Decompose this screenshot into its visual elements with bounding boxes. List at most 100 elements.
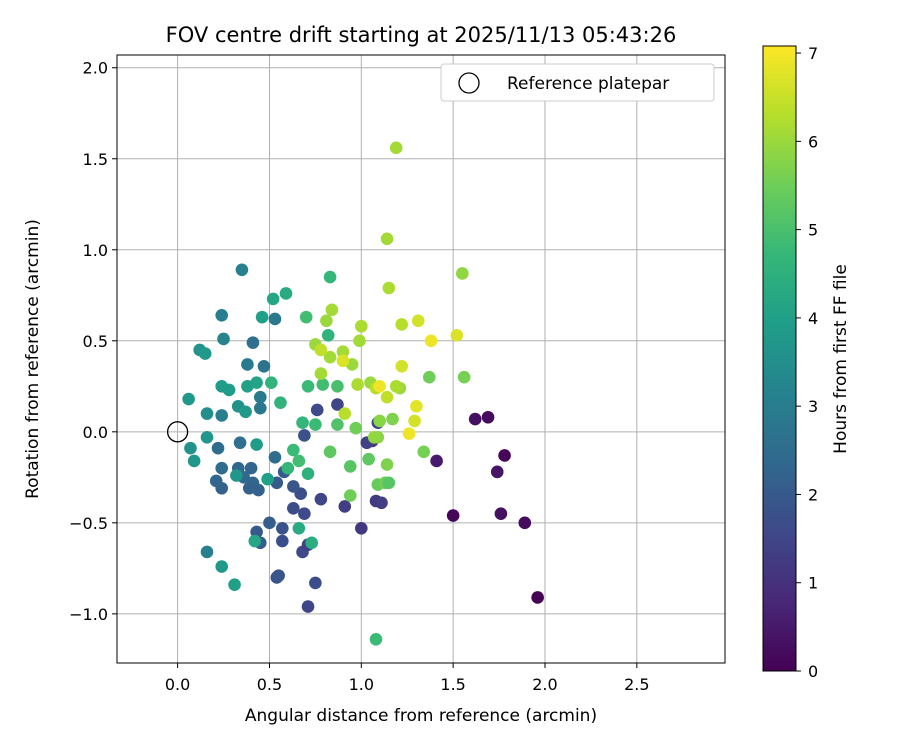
data-point — [395, 359, 409, 373]
data-point — [233, 436, 247, 450]
data-point — [215, 461, 229, 475]
data-point — [314, 343, 328, 357]
data-point — [494, 507, 508, 521]
data-point — [310, 403, 324, 417]
data-point — [325, 303, 339, 317]
data-point — [228, 578, 241, 592]
data-point — [386, 412, 399, 426]
colorbar-tick-label: 5 — [808, 221, 818, 240]
data-point — [276, 534, 289, 548]
data-point — [343, 460, 357, 473]
data-point — [301, 467, 315, 480]
x-tick-label: 1.5 — [440, 675, 465, 694]
data-point — [375, 496, 388, 510]
data-point — [261, 472, 274, 486]
x-tick-label: 0.0 — [165, 675, 190, 694]
x-tick-label: 1.0 — [349, 675, 374, 694]
data-point — [255, 310, 269, 324]
data-point — [217, 332, 230, 346]
data-point — [235, 263, 249, 277]
data-point — [331, 380, 344, 393]
data-point — [450, 329, 464, 342]
data-point — [298, 429, 311, 442]
reference-platepar-marker — [166, 421, 189, 443]
data-point — [242, 481, 256, 495]
data-point — [250, 438, 263, 451]
data-point — [362, 452, 375, 466]
colorbar-ticks: 0 1 2 3 4 5 6 7 — [796, 44, 818, 681]
data-point — [382, 476, 396, 490]
data-point — [274, 396, 287, 409]
data-point — [264, 376, 278, 389]
data-point — [266, 292, 280, 306]
colorbar-tick-label: 0 — [808, 662, 818, 681]
data-point — [200, 407, 214, 420]
data-point — [314, 367, 328, 380]
x-axis-ticks: 0.0 0.5 1.0 1.5 2.0 2.5 — [165, 663, 650, 694]
colorbar-tick-label: 4 — [808, 309, 818, 328]
data-point — [187, 454, 201, 468]
data-point — [246, 336, 260, 349]
data-point — [355, 319, 368, 333]
data-point — [250, 376, 263, 389]
data-point — [184, 441, 197, 455]
data-point — [239, 405, 252, 419]
data-point — [417, 445, 431, 459]
data-point — [456, 267, 469, 280]
data-point — [490, 465, 504, 479]
data-point — [182, 392, 195, 406]
y-axis-ticks: −1.0 −0.5 0.0 0.5 1.0 1.5 2.0 — [69, 59, 117, 624]
x-tick-label: 2.0 — [532, 675, 557, 694]
data-point — [268, 450, 282, 464]
data-point — [331, 418, 344, 431]
data-point — [389, 380, 403, 393]
data-point — [287, 443, 300, 457]
colorbar-tick-label: 2 — [808, 485, 818, 504]
legend: Reference platepar — [440, 63, 715, 102]
colorbar-tick-label: 7 — [808, 44, 818, 63]
x-axis-label: Angular distance from reference (arcmin) — [245, 706, 597, 726]
data-point — [323, 350, 337, 364]
data-point — [257, 359, 271, 373]
data-point — [200, 430, 214, 444]
data-point — [305, 536, 319, 550]
chart-title: FOV centre drift starting at 2025/11/13 … — [166, 23, 677, 47]
plot-frame — [116, 54, 726, 664]
data-point — [244, 461, 258, 475]
data-point — [211, 441, 225, 455]
x-tick-label: 2.5 — [624, 675, 649, 694]
data-point — [408, 414, 421, 428]
data-point — [338, 500, 352, 513]
data-point — [309, 418, 322, 431]
colorbar-tick-label: 3 — [808, 397, 818, 416]
y-tick-label: 0.5 — [83, 332, 108, 351]
data-point — [316, 378, 330, 391]
data-point — [343, 489, 357, 502]
colorbar-tick-label: 1 — [808, 574, 818, 593]
y-tick-label: −1.0 — [69, 605, 108, 624]
data-point — [380, 458, 394, 471]
data-point — [323, 445, 337, 459]
legend-label-reference: Reference platepar — [507, 74, 669, 94]
data-point — [424, 334, 438, 348]
data-point — [457, 370, 471, 384]
data-point — [389, 141, 403, 155]
data-point — [373, 380, 386, 393]
y-tick-label: −0.5 — [69, 514, 108, 533]
data-point — [299, 310, 313, 324]
data-point — [355, 521, 368, 535]
data-point — [468, 412, 482, 426]
data-point — [268, 312, 282, 326]
data-point — [215, 560, 229, 573]
data-point — [373, 414, 386, 428]
legend-marker-reference — [458, 72, 480, 94]
data-point — [411, 314, 425, 328]
data-point — [198, 347, 212, 360]
data-point — [430, 454, 443, 468]
data-point — [309, 576, 322, 590]
y-tick-label: 0.0 — [83, 423, 108, 442]
data-point — [301, 380, 315, 393]
data-point — [380, 232, 394, 246]
y-axis-label: Rotation from reference (arcmin) — [23, 219, 43, 499]
